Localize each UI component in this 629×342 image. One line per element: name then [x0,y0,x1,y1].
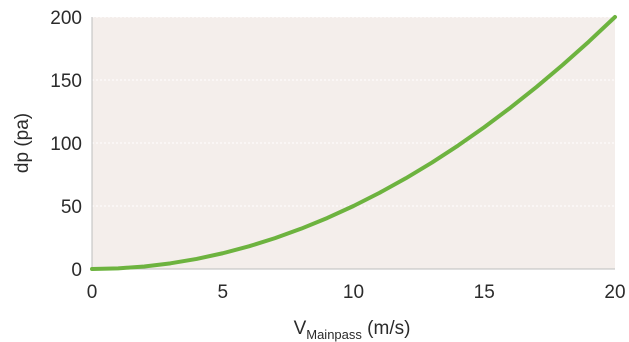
x-tick-labels: 0 5 10 15 20 [87,282,626,303]
series-layer [90,15,617,271]
x-axis-label-unit: (m/s) [362,318,411,339]
axes [91,17,615,270]
x-tick-label: 5 [217,282,228,303]
x-axis-label: VMainpass (m/s) [294,318,411,342]
y-tick-label: 200 [50,8,82,29]
y-tick-label: 50 [61,197,82,218]
y-tick-label: 100 [50,134,82,155]
x-tick-label: 20 [604,282,625,303]
series-line-1 [90,15,617,271]
y-tick-label: 150 [50,71,82,92]
x-tick-label: 0 [87,282,98,303]
x-axis-label-main: V [294,318,307,339]
x-tick-label: 10 [343,282,364,303]
y-tick-labels: 0 50 100 150 200 [50,8,82,281]
y-tick-label: 0 [71,260,82,281]
y-axis-label: dp (pa) [12,113,33,173]
x-tick-label: 15 [474,282,495,303]
x-axis-label-subscript: Mainpass [306,327,362,342]
